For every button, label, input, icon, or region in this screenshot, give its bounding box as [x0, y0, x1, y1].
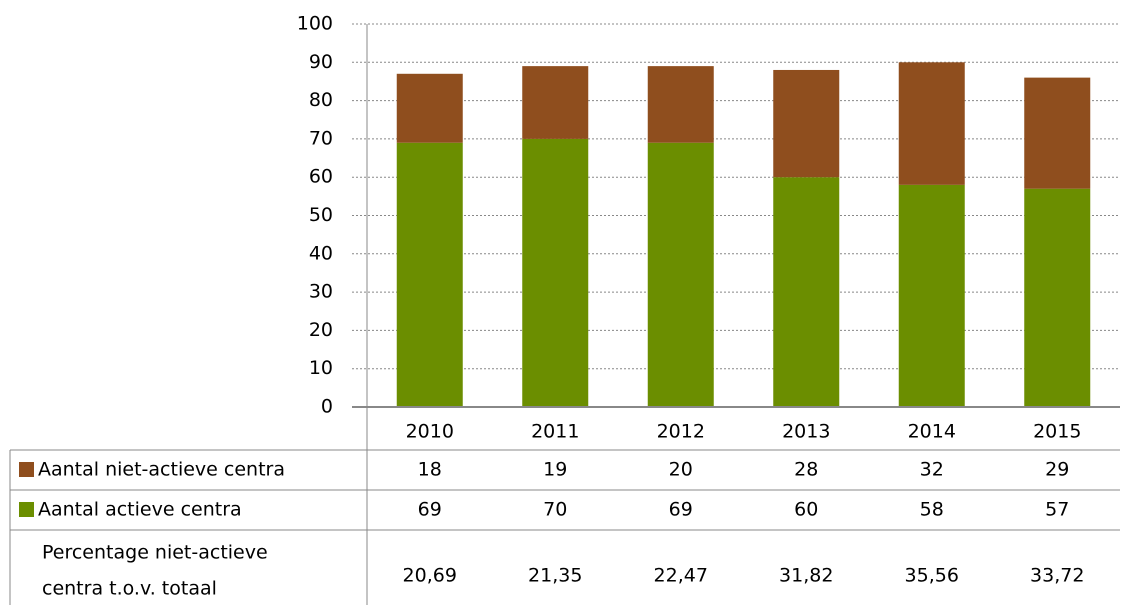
table-cell: 70 — [543, 499, 567, 521]
table-cell: 33,72 — [1030, 565, 1084, 587]
bar — [773, 177, 840, 407]
y-tick-label: 0 — [321, 396, 333, 418]
x-tick-label: 2011 — [531, 421, 579, 443]
bar — [522, 66, 589, 139]
table-cell: 22,47 — [654, 565, 708, 587]
legend-swatch — [19, 462, 34, 477]
y-tick-label: 90 — [309, 51, 333, 73]
table-cell: 19 — [543, 459, 567, 481]
x-tick-label: 2013 — [782, 421, 830, 443]
table-cell: 60 — [794, 499, 818, 521]
x-tick-label: 2010 — [406, 421, 454, 443]
table-cell: 21,35 — [528, 565, 582, 587]
table-row-label: Aantal actieve centra — [38, 499, 242, 521]
y-tick-label: 30 — [309, 281, 333, 303]
bar — [898, 62, 965, 185]
y-tick-label: 80 — [309, 89, 333, 111]
bar — [396, 73, 463, 143]
table-cell: 31,82 — [779, 565, 833, 587]
bar — [773, 69, 840, 178]
bar — [898, 184, 965, 407]
table-cell: 35,56 — [905, 565, 959, 587]
bar — [1024, 77, 1091, 189]
table-row-label: centra t.o.v. totaal — [42, 578, 217, 600]
table-cell: 20 — [669, 459, 693, 481]
y-tick-label: 40 — [309, 242, 333, 264]
table-cell: 58 — [920, 499, 944, 521]
y-tick-label: 10 — [309, 357, 333, 379]
y-tick-label: 50 — [309, 204, 333, 226]
table-cell: 28 — [794, 459, 818, 481]
table-cell: 32 — [920, 459, 944, 481]
bar — [1024, 188, 1091, 407]
bar — [647, 142, 714, 408]
table-cell: 20,69 — [403, 565, 457, 587]
x-tick-label: 2015 — [1033, 421, 1081, 443]
bar — [647, 66, 714, 143]
y-tick-label: 60 — [309, 166, 333, 188]
table-cell: 18 — [418, 459, 442, 481]
y-tick-label: 70 — [309, 127, 333, 149]
table-row-label: Percentage niet-actieve — [42, 542, 268, 564]
x-tick-label: 2012 — [657, 421, 705, 443]
legend-swatch — [19, 502, 34, 517]
y-tick-label: 20 — [309, 319, 333, 341]
bar — [522, 138, 589, 407]
bar — [396, 142, 463, 408]
table-cell: 29 — [1045, 459, 1069, 481]
y-tick-label: 100 — [297, 13, 333, 35]
x-tick-label: 2014 — [908, 421, 956, 443]
table-row-label: Aantal niet-actieve centra — [38, 459, 285, 481]
table-cell: 69 — [418, 499, 442, 521]
table-cell: 57 — [1045, 499, 1069, 521]
table-cell: 69 — [669, 499, 693, 521]
